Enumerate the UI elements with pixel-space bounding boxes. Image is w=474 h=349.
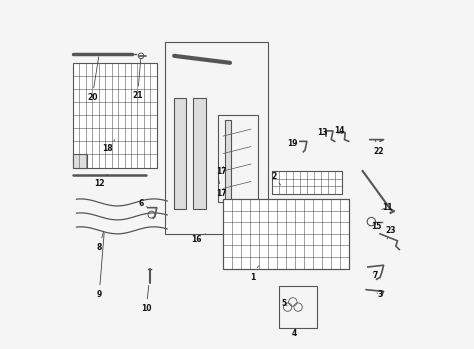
Text: 23: 23 (385, 226, 396, 239)
Text: 1: 1 (250, 266, 258, 282)
Bar (223, 199, 349, 269)
Text: 19: 19 (288, 139, 298, 148)
Bar (223, 199, 349, 269)
Text: 20: 20 (87, 57, 99, 102)
Bar (165, 42, 268, 234)
Text: 5: 5 (282, 299, 287, 308)
Bar (218, 115, 258, 202)
Text: 11: 11 (382, 203, 392, 212)
Text: 21: 21 (132, 59, 143, 101)
Text: 9: 9 (97, 233, 104, 299)
Text: 18: 18 (102, 140, 115, 153)
Text: 15: 15 (372, 222, 382, 231)
Bar (193, 98, 206, 209)
Text: 17: 17 (216, 177, 227, 198)
Text: 22: 22 (373, 140, 383, 156)
Bar (272, 171, 342, 194)
Text: 17: 17 (216, 166, 227, 176)
Text: 16: 16 (191, 234, 206, 244)
Text: 4: 4 (292, 329, 297, 338)
Text: 6: 6 (138, 199, 148, 208)
Bar (225, 120, 231, 201)
Text: 13: 13 (317, 128, 328, 137)
Text: 12: 12 (94, 174, 108, 188)
Bar (73, 63, 157, 168)
Text: 8: 8 (96, 231, 104, 252)
Bar (279, 286, 317, 328)
Text: 14: 14 (334, 126, 345, 135)
Bar (174, 98, 186, 209)
Text: 7: 7 (372, 271, 378, 280)
Text: 2: 2 (271, 172, 281, 185)
Bar (73, 154, 87, 168)
Text: 3: 3 (377, 290, 383, 299)
Text: 10: 10 (141, 285, 152, 313)
